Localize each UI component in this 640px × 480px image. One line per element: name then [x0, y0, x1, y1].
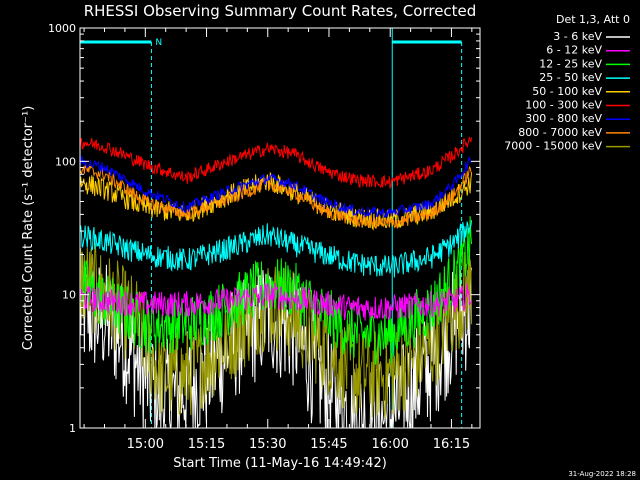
series-line [79, 216, 473, 366]
legend-entry: 100 - 300 keV [525, 99, 630, 112]
y-tick-label: 1000 [48, 22, 76, 35]
legend-label: 12 - 25 keV [539, 57, 602, 70]
legend-label: 300 - 800 keV [525, 112, 602, 125]
series-line [79, 155, 472, 219]
x-axis-ticks: 15:00 15:15 15:30 15:45 16:00 16:15 [83, 28, 473, 452]
footer-date: 31-Aug-2022 18:28 [568, 470, 636, 478]
legend-label: 7000 - 15000 keV [504, 140, 602, 153]
y-tick-label: 10 [62, 289, 76, 302]
x-axis-label: Start Time (11-May-16 14:49:42) [173, 456, 387, 471]
y-axis-ticks: 1 10 100 1000 [48, 22, 480, 435]
series-line [79, 220, 473, 278]
y-tick-label: 1 [69, 422, 76, 435]
legend-title: Det 1,3, Att 0 [556, 13, 630, 26]
x-tick-label: 15:30 [249, 437, 286, 452]
y-tick-label: 100 [55, 155, 76, 168]
legend-entry: 50 - 100 keV [532, 85, 630, 98]
night-bar-label: N [155, 38, 162, 48]
plot-lines: N [79, 28, 473, 429]
legend-label: 25 - 50 keV [539, 71, 602, 84]
legend-label: 3 - 6 keV [553, 30, 602, 43]
legend-label: 6 - 12 keV [546, 44, 602, 57]
series-line [79, 171, 473, 231]
x-tick-label: 16:00 [371, 437, 408, 452]
plot-frame [79, 27, 481, 429]
series-line [79, 136, 473, 190]
legend-label: 50 - 100 keV [532, 85, 602, 98]
legend-label: 100 - 300 keV [525, 99, 602, 112]
legend-label: 800 - 7000 keV [518, 126, 602, 139]
series-line [79, 282, 473, 321]
legend-entry: 3 - 6 keV [553, 30, 630, 43]
legend-entry: 300 - 800 keV [525, 112, 630, 125]
chart-title: RHESSI Observing Summary Count Rates, Co… [84, 2, 477, 20]
y-axis-label: Corrected Count Rate (s⁻¹ detector⁻¹) [21, 106, 36, 351]
x-tick-label: 15:00 [127, 437, 164, 452]
x-tick-label: 16:15 [433, 437, 470, 452]
x-tick-label: 15:15 [188, 437, 225, 452]
legend-entry: 25 - 50 keV [539, 71, 630, 84]
legend-entry: 800 - 7000 keV [518, 126, 630, 139]
series-line [79, 163, 473, 229]
legend-entry: 7000 - 15000 keV [504, 140, 630, 153]
legend-entry: 12 - 25 keV [539, 57, 630, 70]
x-tick-label: 15:45 [310, 437, 347, 452]
legend-entry: 6 - 12 keV [546, 44, 630, 57]
